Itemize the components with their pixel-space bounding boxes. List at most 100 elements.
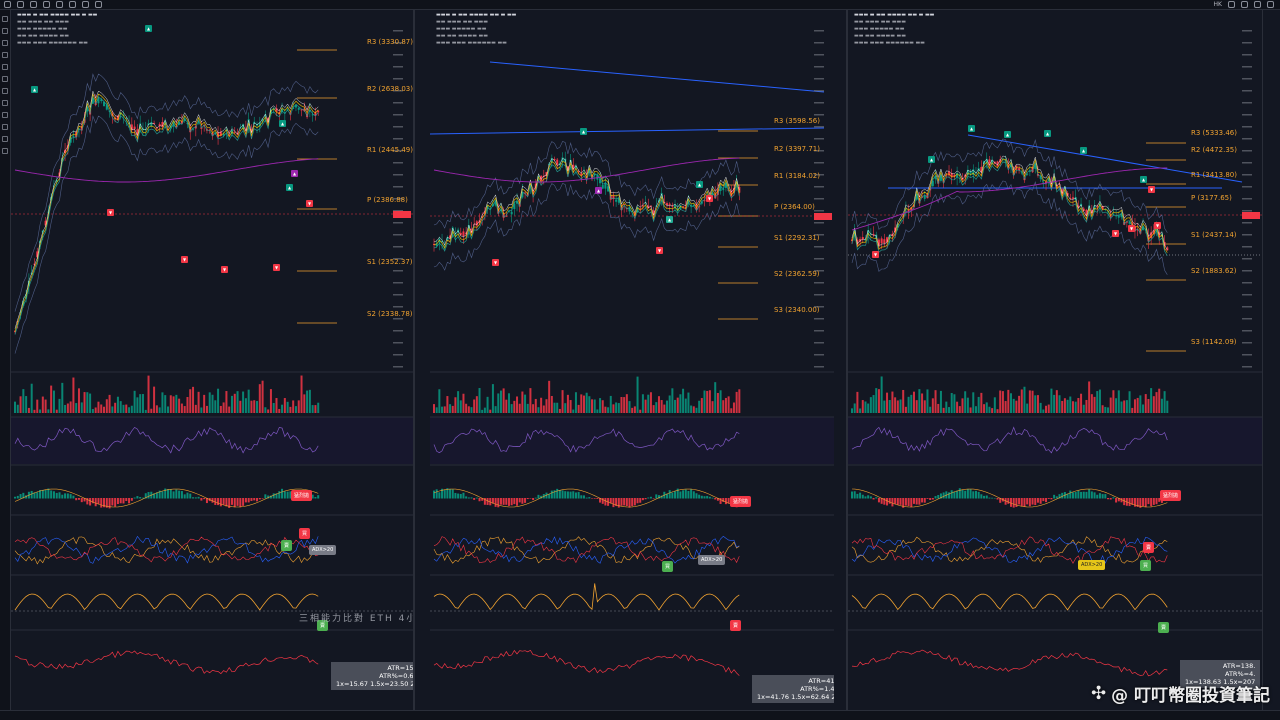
volume-bar: [617, 403, 620, 413]
macd-bar: [14, 496, 16, 499]
chart-svg-middle[interactable]: [430, 10, 834, 710]
macd-bar: [103, 498, 106, 508]
price-tick: [1242, 126, 1252, 128]
macd-bar: [507, 498, 510, 506]
volume-bar: [655, 402, 658, 413]
price-axis[interactable]: [1262, 10, 1280, 710]
trash-icon[interactable]: [2, 148, 8, 154]
macd-bar: [72, 495, 75, 499]
volume-bar: [623, 397, 626, 413]
volume-bar: [668, 395, 671, 413]
volume-bar: [33, 409, 36, 413]
macd-bar: [33, 492, 36, 499]
candle-body: [524, 192, 527, 194]
eye-icon[interactable]: [2, 136, 8, 142]
osc-badge: 賣: [730, 620, 742, 631]
price-tick: [814, 294, 824, 296]
undo-icon[interactable]: [82, 1, 89, 8]
volume-bar: [1018, 395, 1021, 413]
candle-body: [668, 203, 671, 205]
chart-svg-right[interactable]: [848, 10, 1262, 710]
atr-line: [433, 649, 740, 676]
candle-body: [977, 168, 980, 172]
measure-icon[interactable]: [2, 88, 8, 94]
chart-panel-right[interactable]: ▬▬▬ ▬ ▬▬ ▬▬▬▬ ▬▬ ▬ ▬▬ ▬▬ ▬▬▬ ▬▬ ▬▬▬ ▬▬▬ …: [848, 10, 1262, 710]
volume-bar: [219, 405, 222, 413]
price-tick: [1242, 366, 1252, 368]
pane-divider[interactable]: [413, 10, 415, 710]
price-tick: [1242, 78, 1252, 80]
macd-bar: [604, 498, 607, 506]
macd-bar: [462, 492, 465, 499]
cursor-icon[interactable]: [2, 16, 8, 22]
indicators-icon[interactable]: [43, 1, 50, 8]
macd-bar: [524, 498, 527, 503]
macd-bar: [80, 498, 83, 503]
brush-icon[interactable]: [2, 64, 8, 70]
fullscreen-icon[interactable]: [1241, 1, 1248, 8]
volume-bar: [459, 400, 462, 413]
zoom-icon[interactable]: [2, 100, 8, 106]
candle-body: [942, 180, 945, 183]
layout-icon[interactable]: [1228, 1, 1235, 8]
macd-bar: [314, 496, 317, 499]
compare-icon[interactable]: [30, 1, 37, 8]
macd-bar: [703, 496, 706, 499]
macd-bar: [58, 492, 61, 499]
user-label[interactable]: HK: [1213, 1, 1222, 8]
candle-body: [433, 243, 435, 245]
macd-bar: [1012, 498, 1015, 508]
menu-icon[interactable]: [4, 1, 11, 8]
candle-body: [722, 189, 725, 191]
camera-icon[interactable]: [1254, 1, 1261, 8]
chart-panel-left[interactable]: ▬▬▬ ▬ ▬▬ ▬▬▬▬ ▬▬ ▬ ▬▬ ▬▬ ▬▬▬ ▬▬ ▬▬▬ ▬▬▬ …: [11, 10, 413, 710]
volume-bar: [663, 404, 666, 413]
trendline-icon[interactable]: [2, 28, 8, 34]
pattern-icon[interactable]: [2, 52, 8, 58]
replay-icon[interactable]: [69, 1, 76, 8]
volume-bar: [438, 389, 441, 413]
macd-bar: [465, 496, 468, 499]
candle-body: [690, 205, 693, 207]
pane-divider[interactable]: [846, 10, 848, 710]
volume-bar: [164, 395, 167, 413]
price-tick: [393, 198, 403, 200]
search-icon[interactable]: [17, 1, 24, 8]
chart-panel-middle[interactable]: ▬▬▬ ▬ ▬▬ ▬▬▬▬ ▬▬ ▬ ▬▬ ▬▬ ▬▬▬ ▬▬ ▬▬▬ ▬▬▬ …: [430, 10, 834, 710]
candle-body: [1139, 229, 1142, 234]
pivot-label: S2 (1883.62): [1191, 267, 1237, 275]
candle-body: [615, 199, 618, 202]
volume-bar: [269, 389, 272, 413]
macd-bar: [617, 498, 620, 508]
macd-bar: [261, 498, 264, 499]
macd-bar: [219, 498, 222, 507]
publish-icon[interactable]: [1267, 1, 1274, 8]
macd-bar: [861, 494, 864, 499]
dmi-line: [14, 535, 319, 564]
buy-signal: ▲: [696, 181, 704, 188]
text-icon[interactable]: [2, 76, 8, 82]
macd-bar: [886, 498, 889, 506]
candle-body: [228, 134, 231, 136]
volume-bar: [926, 389, 929, 413]
macd-bar: [1050, 498, 1053, 500]
macd-bar: [1142, 498, 1145, 507]
candle-body: [483, 211, 486, 215]
price-tick: [814, 318, 824, 320]
macd-bar: [1131, 498, 1134, 505]
redo-icon[interactable]: [95, 1, 102, 8]
alert-icon[interactable]: [56, 1, 63, 8]
chart-svg-left[interactable]: [11, 10, 413, 710]
lock-icon[interactable]: [2, 124, 8, 130]
volume-bar: [250, 400, 253, 413]
macd-bar: [97, 498, 100, 505]
price-tick: [814, 258, 824, 260]
price-tick: [1242, 162, 1252, 164]
candle-body: [636, 207, 639, 213]
macd-bar: [481, 498, 484, 501]
candle-body: [596, 174, 599, 180]
candle-body: [1085, 209, 1088, 216]
price-tick: [393, 186, 403, 188]
fib-icon[interactable]: [2, 40, 8, 46]
magnet-icon[interactable]: [2, 112, 8, 118]
